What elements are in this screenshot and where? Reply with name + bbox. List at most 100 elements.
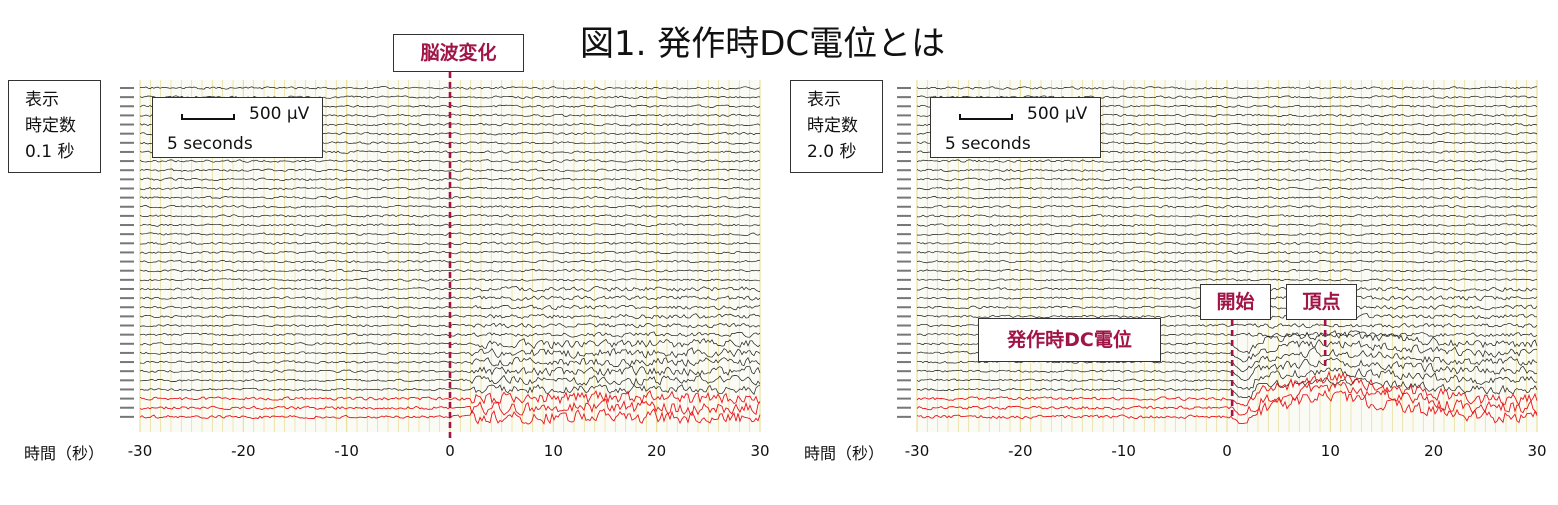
channel-label <box>120 397 134 400</box>
channel-label <box>120 233 134 236</box>
annotation-peak: 頂点 <box>1286 284 1357 320</box>
x-axis-label-right: 時間（秒） <box>804 444 885 463</box>
eeg-trace <box>916 186 1538 191</box>
channel-label <box>897 406 911 409</box>
eeg-trace <box>139 259 761 264</box>
channel-label <box>120 297 134 300</box>
channel-label <box>897 160 911 163</box>
channel-label <box>120 160 134 163</box>
eeg-trace <box>139 384 761 395</box>
x-tick-label: 10 <box>543 442 563 460</box>
channel-label <box>897 415 911 418</box>
x-tick-label: -20 <box>1008 442 1033 460</box>
eeg-trace <box>916 357 1538 381</box>
channel-label <box>897 351 911 354</box>
channel-label <box>897 214 911 217</box>
channel-label <box>897 379 911 382</box>
channel-label <box>120 150 134 153</box>
eeg-trace <box>140 374 761 386</box>
channel-label <box>897 132 911 135</box>
time-constant-line1: 表示 <box>807 90 841 110</box>
scale-amplitude: 500 μV <box>1027 104 1088 124</box>
scale-duration: 5 seconds <box>945 134 1031 154</box>
eeg-trace <box>139 168 761 172</box>
x-tick-label: 0 <box>1222 442 1232 460</box>
eeg-trace <box>916 278 1538 282</box>
channel-label <box>897 251 911 254</box>
channel-label <box>897 297 911 300</box>
eeg-trace <box>139 195 761 200</box>
eeg-trace <box>916 86 1538 90</box>
x-tick-label: -10 <box>1111 442 1136 460</box>
channel-label <box>897 306 911 309</box>
x-tick-label: 10 <box>1320 442 1340 460</box>
eeg-trace <box>916 259 1538 264</box>
eeg-trace <box>139 277 761 282</box>
channel-label <box>120 187 134 190</box>
x-tick-label: -20 <box>231 442 256 460</box>
channel-label <box>120 251 134 254</box>
channel-label <box>120 242 134 245</box>
channel-label <box>897 388 911 391</box>
eeg-trace <box>139 285 761 292</box>
eeg-trace <box>916 232 1538 236</box>
channel-label <box>120 315 134 318</box>
eeg-trace <box>139 356 761 368</box>
channel-label <box>120 214 134 217</box>
channel-label <box>120 114 134 117</box>
channel-label <box>897 205 911 208</box>
channel-label <box>897 269 911 272</box>
x-axis-label-left: 時間（秒） <box>24 444 105 463</box>
x-tick-label: -30 <box>904 442 930 460</box>
channel-label <box>120 333 134 336</box>
channel-label <box>897 178 911 181</box>
eeg-trace <box>916 196 1538 200</box>
channel-label <box>120 370 134 373</box>
channel-label <box>897 141 911 144</box>
channel-label <box>120 361 134 364</box>
channel-label <box>120 287 134 290</box>
scale-duration: 5 seconds <box>167 134 253 154</box>
channel-label <box>897 278 911 281</box>
figure-title: 図1. 発作時DC電位とは <box>580 24 946 64</box>
channel-label <box>120 141 134 144</box>
channel-label <box>120 306 134 309</box>
channel-label <box>897 224 911 227</box>
eeg-trace-seizure <box>916 381 1538 416</box>
channel-label <box>897 96 911 99</box>
channel-label <box>897 370 911 373</box>
eeg-trace <box>916 214 1538 218</box>
eeg-trace <box>139 177 761 182</box>
channel-label <box>120 278 134 281</box>
eeg-trace <box>916 223 1538 227</box>
eeg-trace <box>139 86 761 90</box>
eeg-trace <box>916 241 1538 246</box>
x-tick-label: -10 <box>334 442 359 460</box>
time-constant-line3: 2.0 秒 <box>807 142 857 162</box>
channel-label <box>897 87 911 89</box>
channel-label <box>897 114 911 117</box>
eeg-trace <box>916 377 1538 399</box>
channel-label <box>120 205 134 208</box>
channel-label <box>120 351 134 354</box>
eeg-trace-seizure <box>916 389 1538 425</box>
x-tick-label: -30 <box>127 442 153 460</box>
channel-label <box>897 150 911 153</box>
channel-label <box>897 324 911 327</box>
x-tick-label: 20 <box>1424 442 1444 460</box>
eeg-trace-seizure <box>139 390 761 405</box>
channel-label <box>897 260 911 263</box>
scale-bar-box-left: 500 μV 5 seconds <box>152 97 323 158</box>
channel-label <box>120 169 134 172</box>
channel-label <box>120 379 134 382</box>
channel-label <box>897 242 911 245</box>
channel-label <box>120 178 134 181</box>
time-constant-line3: 0.1 秒 <box>25 142 75 162</box>
eeg-trace <box>916 269 1538 273</box>
annotation-onset: 開始 <box>1200 284 1271 320</box>
x-tick-label: 30 <box>750 442 770 460</box>
channel-label <box>897 315 911 318</box>
x-tick-label: 0 <box>445 442 455 460</box>
eeg-trace <box>916 347 1538 373</box>
